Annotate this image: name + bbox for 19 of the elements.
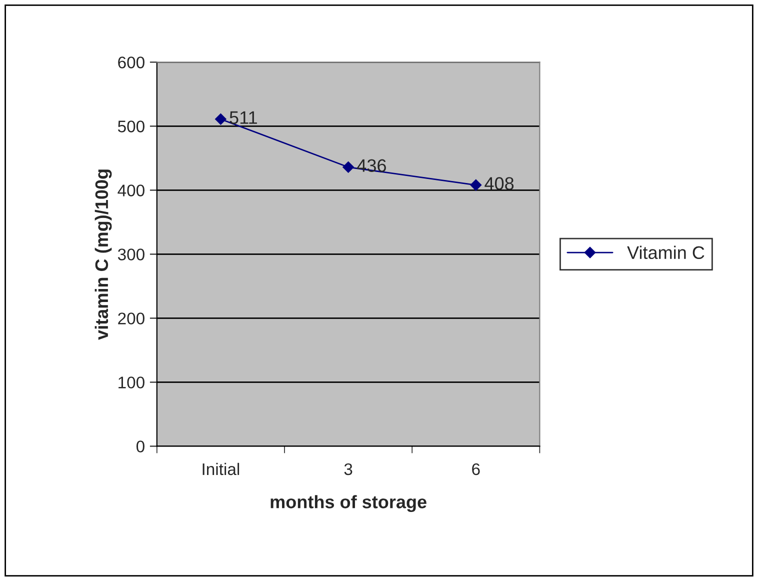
data-label: 511 [230,111,257,124]
y-tick-label: 400 [118,184,144,196]
x-axis-title: months of storage [270,495,426,512]
x-tick-label: 6 [472,463,480,476]
y-tick-label: 0 [136,440,144,452]
y-axis-title: vitamin C (mg)/100g [94,170,112,340]
point [470,179,482,191]
point [342,162,354,173]
y-tick-label: 300 [118,248,144,260]
x-tick-label: 3 [344,463,352,476]
y-tick-label: 100 [118,376,144,388]
x-tick-label: Initial [202,462,240,476]
y-tick-label: 600 [118,56,144,68]
legend-label: Vitamin C [627,246,704,260]
data-label: 408 [484,177,514,190]
point [215,114,226,125]
y-tick-label: 500 [118,120,144,132]
y-tick-label: 200 [118,312,144,324]
data-label: 436 [357,159,386,172]
